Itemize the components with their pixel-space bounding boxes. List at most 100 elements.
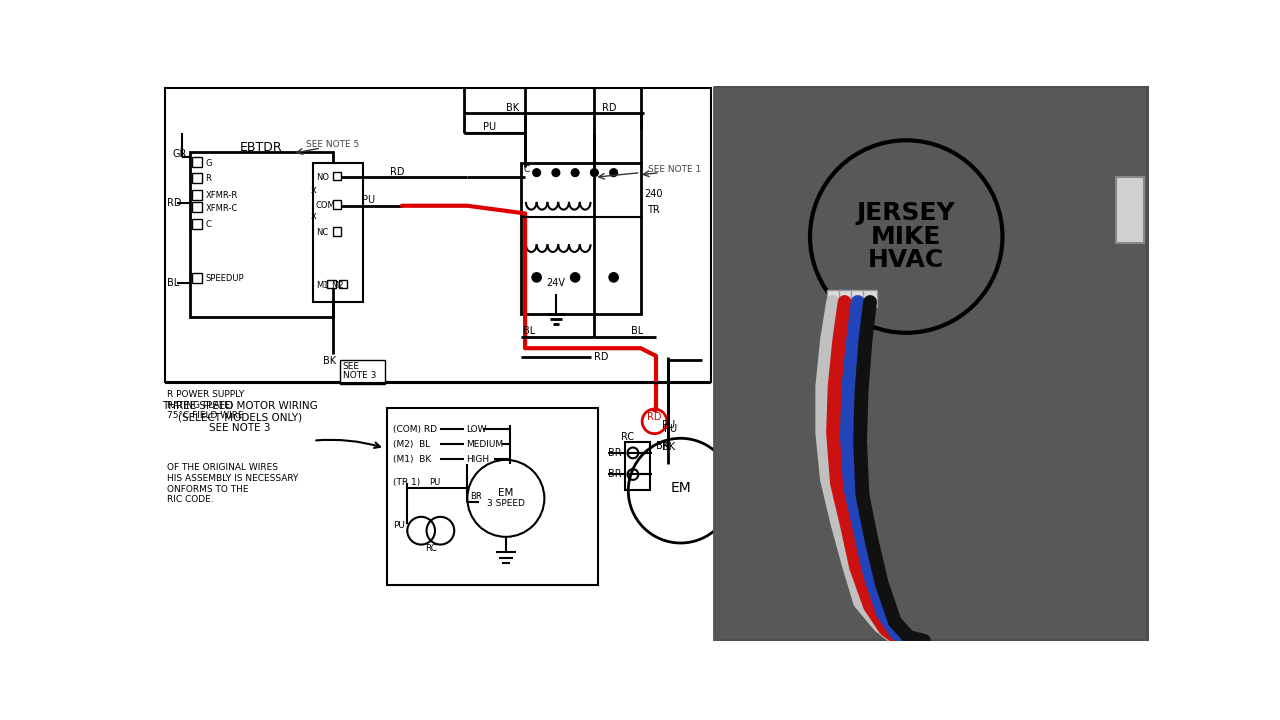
Bar xyxy=(1116,177,1144,243)
Text: NO: NO xyxy=(316,173,329,181)
Text: RD: RD xyxy=(168,199,182,208)
Bar xyxy=(192,273,202,283)
Bar xyxy=(165,88,712,382)
Text: PU: PU xyxy=(393,521,404,530)
Circle shape xyxy=(590,168,598,176)
Text: C: C xyxy=(206,220,211,230)
Text: XFMR-C: XFMR-C xyxy=(206,204,238,212)
Text: 75°C FIELD WIRE: 75°C FIELD WIRE xyxy=(168,411,243,420)
Text: MIKE: MIKE xyxy=(872,225,941,248)
Text: 24V: 24V xyxy=(547,278,566,288)
Text: 3 SPEED: 3 SPEED xyxy=(486,499,525,508)
Bar xyxy=(192,189,202,199)
Text: BL: BL xyxy=(168,278,179,288)
Text: RC: RC xyxy=(621,432,635,442)
Circle shape xyxy=(552,168,559,176)
Bar xyxy=(192,157,202,167)
Text: SPEEDUP: SPEEDUP xyxy=(206,274,244,284)
Bar xyxy=(387,408,598,585)
Text: (TR 1): (TR 1) xyxy=(393,479,420,487)
Bar xyxy=(714,86,1149,641)
Bar xyxy=(714,86,1149,641)
Text: SEE NOTE 3: SEE NOTE 3 xyxy=(210,423,271,433)
Bar xyxy=(716,88,1146,639)
Bar xyxy=(333,200,340,209)
Text: RD: RD xyxy=(602,103,617,113)
Text: BR: BR xyxy=(608,448,622,458)
Circle shape xyxy=(571,168,579,176)
Bar xyxy=(840,290,854,307)
Circle shape xyxy=(609,273,618,282)
Text: (M1)  BK: (M1) BK xyxy=(393,454,431,464)
Text: M2: M2 xyxy=(332,281,343,289)
Text: (COM) RD: (COM) RD xyxy=(393,425,436,433)
Text: RD: RD xyxy=(390,167,404,177)
Text: RD: RD xyxy=(646,413,662,423)
Bar xyxy=(333,228,340,235)
Circle shape xyxy=(609,168,617,176)
Text: RIC CODE.: RIC CODE. xyxy=(168,495,214,505)
Text: x: x xyxy=(311,211,316,221)
Text: HVAC: HVAC xyxy=(868,248,945,271)
Text: EM: EM xyxy=(498,488,513,498)
Bar xyxy=(314,163,364,302)
Bar xyxy=(192,202,202,212)
Text: 240: 240 xyxy=(644,189,663,199)
Text: BK: BK xyxy=(662,442,676,451)
Text: C: C xyxy=(524,165,530,174)
Bar xyxy=(521,163,640,313)
Text: JERSEY: JERSEY xyxy=(856,202,956,225)
Text: NOTE 3: NOTE 3 xyxy=(343,371,376,379)
Text: THREE SPEED MOTOR WIRING: THREE SPEED MOTOR WIRING xyxy=(163,401,317,411)
Text: HIS ASSEMBLY IS NECESSARY: HIS ASSEMBLY IS NECESSARY xyxy=(168,474,298,483)
Circle shape xyxy=(571,273,580,282)
Text: BK: BK xyxy=(657,441,669,451)
Text: BL: BL xyxy=(631,326,643,336)
Text: PU: PU xyxy=(664,424,677,434)
Bar xyxy=(164,86,714,641)
Text: HIGH: HIGH xyxy=(466,454,489,464)
Bar xyxy=(328,279,335,288)
Text: TR: TR xyxy=(646,204,659,215)
Bar xyxy=(339,279,347,288)
Bar xyxy=(340,360,385,384)
Text: RC: RC xyxy=(425,544,438,553)
Text: R: R xyxy=(206,174,211,184)
Text: G: G xyxy=(206,159,212,168)
Text: EM: EM xyxy=(671,482,691,495)
Text: SEE NOTE 1: SEE NOTE 1 xyxy=(648,165,701,174)
Text: SEE: SEE xyxy=(343,362,360,372)
Bar xyxy=(1117,179,1143,240)
Text: R POWER SUPPLY: R POWER SUPPLY xyxy=(168,390,244,399)
Text: OF THE ORIGINAL WIRES: OF THE ORIGINAL WIRES xyxy=(168,463,278,472)
Text: BR: BR xyxy=(608,469,622,480)
Text: EBTDR: EBTDR xyxy=(241,142,283,155)
Text: BK: BK xyxy=(324,356,337,366)
Text: (SELECT MODELS ONLY): (SELECT MODELS ONLY) xyxy=(178,413,302,423)
Text: COM: COM xyxy=(316,202,335,210)
Text: ONFORMS TO THE: ONFORMS TO THE xyxy=(168,485,248,494)
Text: PU: PU xyxy=(429,479,440,487)
Text: RD: RD xyxy=(594,352,609,362)
Text: (M2)  BL: (M2) BL xyxy=(393,440,430,449)
Text: BL: BL xyxy=(522,326,535,336)
Text: SEE NOTE 5: SEE NOTE 5 xyxy=(306,140,358,150)
Bar xyxy=(625,442,650,490)
Text: XFMR-R: XFMR-R xyxy=(206,192,238,200)
Bar xyxy=(192,173,202,183)
Bar xyxy=(333,172,340,180)
Text: NC: NC xyxy=(316,228,328,237)
Text: GR: GR xyxy=(173,149,187,159)
Text: PU: PU xyxy=(483,122,495,132)
Circle shape xyxy=(532,168,540,176)
Circle shape xyxy=(532,273,541,282)
Bar xyxy=(851,290,865,307)
Bar xyxy=(191,152,333,318)
Text: RATING PLATE): RATING PLATE) xyxy=(168,400,233,410)
Text: PU: PU xyxy=(362,195,375,205)
Text: BK: BK xyxy=(506,103,518,113)
Bar xyxy=(192,219,202,229)
Text: LOW: LOW xyxy=(466,425,486,433)
Text: M1: M1 xyxy=(316,281,328,289)
Bar xyxy=(827,290,841,307)
